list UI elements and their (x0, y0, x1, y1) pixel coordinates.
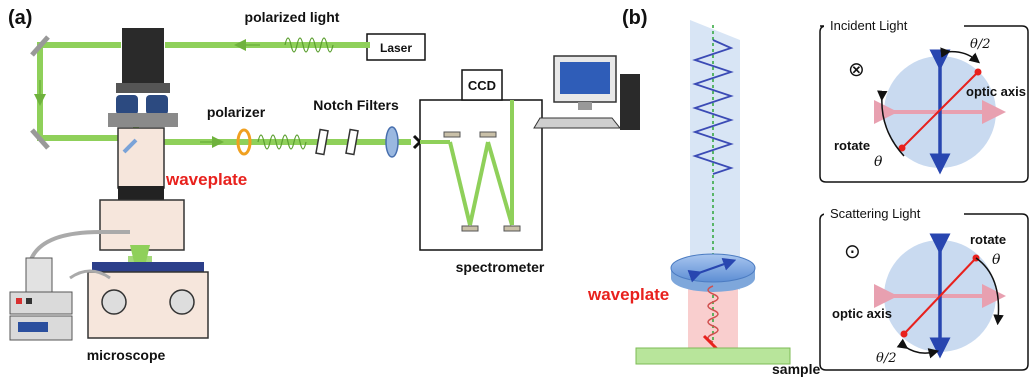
scattering-half-angle: θ/2 (876, 351, 896, 366)
focus-knob-right (169, 289, 195, 315)
incident-light-box: Incident Light ⊗ θ/2 optic axis rotate θ (819, 18, 1029, 183)
beam-arrows (34, 39, 260, 148)
incident-rotate-arc (877, 90, 905, 157)
computer-screen (560, 62, 610, 94)
scattering-half-angle-arc (896, 338, 940, 359)
scattering-optic-axis-label: optic axis (832, 306, 892, 321)
controller-unit-top (9, 291, 73, 315)
scattering-optic-axis-line (903, 257, 977, 335)
panel-a-label: (a) (8, 7, 32, 29)
incident-wave (692, 39, 734, 175)
polarized-light-label: polarized light (245, 9, 340, 25)
spectrometer-beam (420, 100, 514, 226)
incident-half-angle: θ/2 (970, 37, 990, 52)
notch-filters-label: Notch Filters (313, 97, 399, 113)
panel-b-label: (b) (622, 7, 648, 29)
spectrometer-mirror-1 (443, 131, 461, 138)
notch-filter-2 (345, 128, 359, 156)
objective-turret (118, 186, 164, 202)
scattering-title: Scattering Light (830, 206, 921, 221)
waveplate-a-label: waveplate (165, 170, 247, 189)
mirror-bottom-left (30, 128, 50, 150)
polarizer-label: polarizer (207, 104, 266, 120)
laser-beam-path (37, 42, 411, 271)
waveplate-disc-axis (687, 257, 737, 283)
scattering-direction-symbol: ⊙ (844, 241, 861, 263)
microscope-head (108, 113, 178, 127)
computer-keyboard (533, 117, 622, 129)
controller-light (16, 298, 22, 304)
controller-vessel (25, 257, 53, 293)
microscope-arm (99, 199, 185, 251)
ccd-label: CCD (468, 78, 496, 93)
incident-theta-label: θ (874, 154, 883, 170)
scattering-rotate-arc (975, 257, 1004, 326)
controller-cable (28, 230, 130, 263)
laser-label: Laser (380, 41, 412, 55)
incident-direction-symbol: ⊗ (848, 59, 865, 81)
scattering-theta-label: θ (992, 252, 1001, 268)
camera-mount (116, 83, 170, 93)
computer-tower (620, 74, 640, 130)
spectrometer-mirror-3 (503, 225, 521, 232)
waveplate-b-label: waveplate (587, 285, 669, 304)
incident-optic-axis-end-1 (898, 144, 906, 152)
notch-filter-1 (315, 128, 329, 156)
ccd-box (461, 69, 503, 101)
incident-optic-axis-line (901, 71, 979, 149)
scattering-rotate-label: rotate (970, 232, 1006, 247)
focus-lens (385, 126, 399, 158)
incident-half-angle-arc (940, 47, 981, 64)
polarized-wave-2 (257, 134, 307, 150)
sample-slab (635, 347, 791, 365)
spectrometer-label: spectrometer (456, 259, 545, 275)
sample-label: sample (772, 361, 820, 377)
polarizer (236, 128, 252, 156)
camera-body (122, 28, 164, 83)
spectrometer-slit (412, 134, 423, 150)
incident-rotate-label: rotate (834, 138, 870, 153)
scatter-wave (707, 285, 719, 343)
microscope-stage (92, 262, 204, 272)
stage-sample (128, 256, 152, 262)
eyepiece-left (116, 95, 138, 115)
dichroic-mirror (122, 138, 138, 154)
polarized-light-wave (284, 37, 334, 53)
incident-optic-axis-end-2 (974, 68, 982, 76)
spectrometer-grating (479, 131, 497, 138)
controller-button (26, 298, 32, 304)
incident-plane (690, 20, 740, 290)
spectrometer-mirror-2 (461, 225, 479, 232)
focus-knob-left (101, 289, 127, 315)
eyepiece-right (146, 95, 168, 115)
computer-stand (578, 102, 592, 110)
controller-cable-2 (69, 269, 111, 280)
microscope-label: microscope (87, 347, 166, 363)
scattering-light-box: Scattering Light ⊙ rotate θ optic axis θ… (819, 206, 1029, 371)
mirror-top-left (30, 35, 50, 57)
incident-optic-axis-label: optic axis (966, 84, 1026, 99)
controller-display (18, 322, 48, 332)
scattering-optic-axis-end-1 (900, 330, 908, 338)
incident-title: Incident Light (830, 18, 908, 33)
